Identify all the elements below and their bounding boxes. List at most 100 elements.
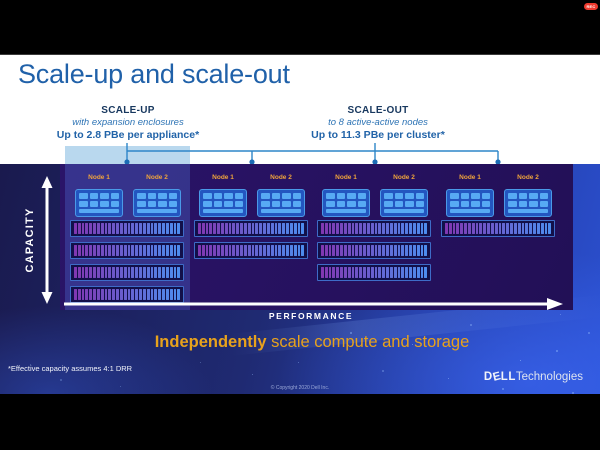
drive-bar (510, 223, 513, 234)
drive-bar (297, 223, 301, 234)
drive-bar (393, 245, 397, 256)
node-chip (347, 201, 356, 207)
drive-bar (359, 223, 363, 234)
slide-title: Scale-up and scale-out (18, 59, 290, 89)
drive-bar (340, 245, 343, 256)
drive-bar (77, 289, 81, 300)
drive-bar (169, 223, 173, 234)
scale-up-highlight-band (65, 146, 190, 164)
drive-bar (409, 223, 412, 234)
drive-bar (127, 223, 131, 234)
drive-bar (89, 245, 93, 256)
diagram-background: Node 1 Node 2 Node 1 Node 2 Node 1 Node 2 Node… (0, 164, 600, 394)
drive-bar (205, 223, 209, 234)
node-front-bar (384, 209, 424, 213)
node-label: Node 2 (393, 174, 415, 181)
node-chip (168, 201, 177, 207)
drive-bar (139, 289, 142, 300)
drive-bar (401, 223, 405, 234)
node-chip (336, 201, 345, 207)
cluster-1-highlight-column (65, 164, 190, 310)
drive-bar (343, 223, 347, 234)
drive-bar (236, 223, 240, 234)
drive-bar (198, 245, 201, 256)
drive-bar (533, 223, 536, 234)
dell-technologies-logo: DELLTechnologies (484, 370, 583, 384)
drive-bar (112, 289, 116, 300)
scale-up-heading: SCALE-UP (101, 105, 155, 116)
drive-bar (112, 267, 116, 278)
drive-bar (93, 267, 96, 278)
scale-out-detail: to 8 active-active nodes (328, 117, 428, 128)
drive-bar (416, 223, 420, 234)
drive-bar (521, 223, 525, 234)
drive-bar (498, 223, 502, 234)
node-front-bar (79, 209, 119, 213)
drive-bar (513, 223, 517, 234)
background-sparkle (560, 314, 561, 315)
background-sparkle (448, 378, 449, 379)
dell-logo-suffix: Technologies (515, 371, 583, 383)
drive-bar (301, 223, 305, 234)
background-sparkle (252, 374, 253, 375)
drive-bar (135, 245, 139, 256)
node-chip (79, 193, 88, 199)
drive-bar (220, 223, 224, 234)
node-chip (471, 193, 480, 199)
drive-bar (150, 267, 154, 278)
scale-out-heading: SCALE-OUT (347, 105, 409, 116)
recording-indicator-badge: REC (584, 3, 598, 10)
drive-bar (351, 223, 355, 234)
drive-bar (359, 245, 363, 256)
drive-bar (247, 245, 251, 256)
expansion-enclosure (194, 242, 308, 259)
drive-bar (374, 223, 378, 234)
node-label: Node 1 (459, 174, 481, 181)
drive-bar (343, 267, 347, 278)
drive-bar (266, 223, 270, 234)
drive-bar (336, 267, 340, 278)
drive-bar (217, 245, 220, 256)
drive-bar (405, 267, 409, 278)
scale-out-capacity: Up to 11.3 PBe per cluster* (311, 129, 445, 141)
drive-bar (240, 245, 243, 256)
node-front-bar (450, 209, 490, 213)
drive-bar (74, 223, 77, 234)
drive-bar (351, 267, 355, 278)
drive-bar (397, 245, 401, 256)
node-chip (282, 193, 291, 199)
drive-bar (162, 289, 165, 300)
drive-bar (347, 245, 351, 256)
drive-bar (420, 223, 424, 234)
node-chip (224, 201, 233, 207)
drive-bar (173, 289, 177, 300)
node-chip (481, 193, 490, 199)
node-chip (326, 201, 335, 207)
node-chip (326, 193, 335, 199)
drive-bar (146, 267, 150, 278)
node-chip (415, 201, 424, 207)
drive-bar (412, 245, 416, 256)
drive-bar (289, 245, 293, 256)
expansion-enclosure (70, 220, 184, 237)
node-label: Node 2 (270, 174, 292, 181)
drive-bar (93, 223, 96, 234)
node-chip (147, 193, 156, 199)
drive-bar (209, 223, 213, 234)
drive-bar (452, 223, 456, 234)
drive-bar (154, 289, 158, 300)
node-chip (539, 193, 548, 199)
node-chip (234, 193, 243, 199)
drive-bar (85, 289, 89, 300)
drive-bar (116, 223, 119, 234)
node-chip (137, 201, 146, 207)
drive-bar (263, 245, 266, 256)
node-chip (357, 193, 366, 199)
presentation-slide: Scale-up and scale-out SCALE-UP with exp… (0, 55, 600, 394)
drive-bar (146, 245, 150, 256)
drive-bar (324, 267, 328, 278)
drive-bar (96, 289, 100, 300)
drive-bar (321, 223, 324, 234)
drive-bar (224, 223, 228, 234)
drive-bar (135, 223, 139, 234)
